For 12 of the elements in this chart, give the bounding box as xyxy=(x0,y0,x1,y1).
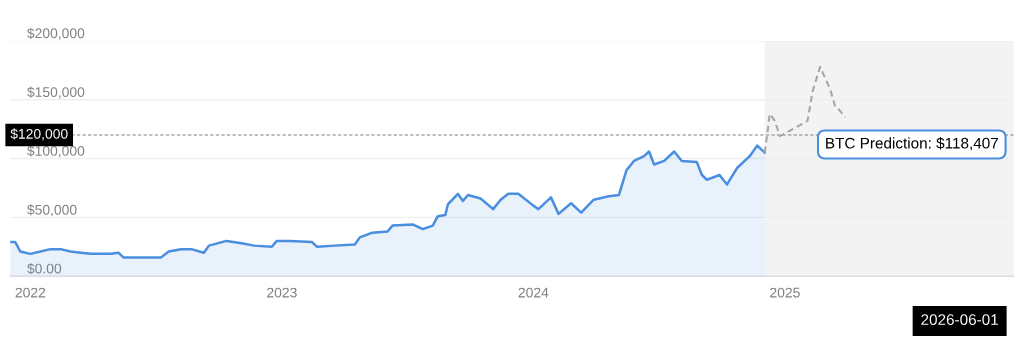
ref-line-label: $120,000 xyxy=(10,128,68,141)
annotation: BTC Prediction: $118,407 xyxy=(826,137,998,151)
x-tick-label: 2024 xyxy=(518,287,549,298)
y-tick-label: $200,000 xyxy=(27,27,85,40)
y-tick-label: $0.00 xyxy=(27,263,62,275)
y-tick-label: $50,000 xyxy=(27,204,77,217)
y-tick-label: $150,000 xyxy=(27,86,85,99)
x-tick-label: 2022 xyxy=(15,287,46,298)
x-tick-label: 2025 xyxy=(770,287,800,298)
text: 2026-06-01 xyxy=(921,314,998,326)
x-tick-label: 2023 xyxy=(267,287,297,298)
y-tick-label: $100,000 xyxy=(27,145,85,158)
